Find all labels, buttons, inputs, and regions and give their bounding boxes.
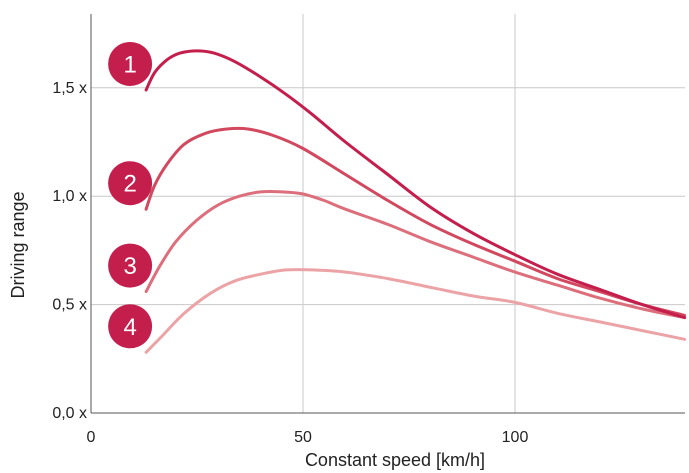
x-tick-label: 100 — [502, 429, 529, 446]
series-marker-1 — [108, 41, 153, 86]
x-tick-label: 0 — [87, 429, 96, 446]
series-line-4 — [144, 268, 687, 354]
x-tick-label: 50 — [294, 429, 312, 446]
x-axis-title: Constant speed [km/h] — [305, 450, 485, 470]
tick-labels: 0,0 x 0,5 x 1,0 x 1,5 x 0 50 100 — [52, 80, 528, 446]
y-axis-title: Driving range — [8, 191, 28, 298]
y-tick-label: 0,5 x — [52, 297, 87, 314]
series-marker-label: 2 — [123, 171, 136, 198]
y-tick-label: 0,0 x — [52, 405, 87, 422]
series-marker-4 — [108, 304, 153, 349]
series-markers: 1 2 3 4 — [108, 41, 153, 349]
y-tick-label: 1,0 x — [52, 188, 87, 205]
series-marker-label: 1 — [123, 51, 136, 78]
series-marker-label: 4 — [123, 314, 136, 341]
series-lines — [144, 49, 687, 354]
series-marker-2 — [108, 161, 153, 206]
series-marker-label: 3 — [123, 253, 136, 280]
series-line-1 — [144, 49, 687, 320]
axes — [90, 14, 685, 414]
series-line-2 — [144, 126, 687, 317]
series-marker-3 — [108, 243, 153, 288]
y-tick-label: 1,5 x — [52, 80, 87, 97]
grid-lines — [91, 14, 685, 413]
series-line-3 — [144, 189, 687, 320]
